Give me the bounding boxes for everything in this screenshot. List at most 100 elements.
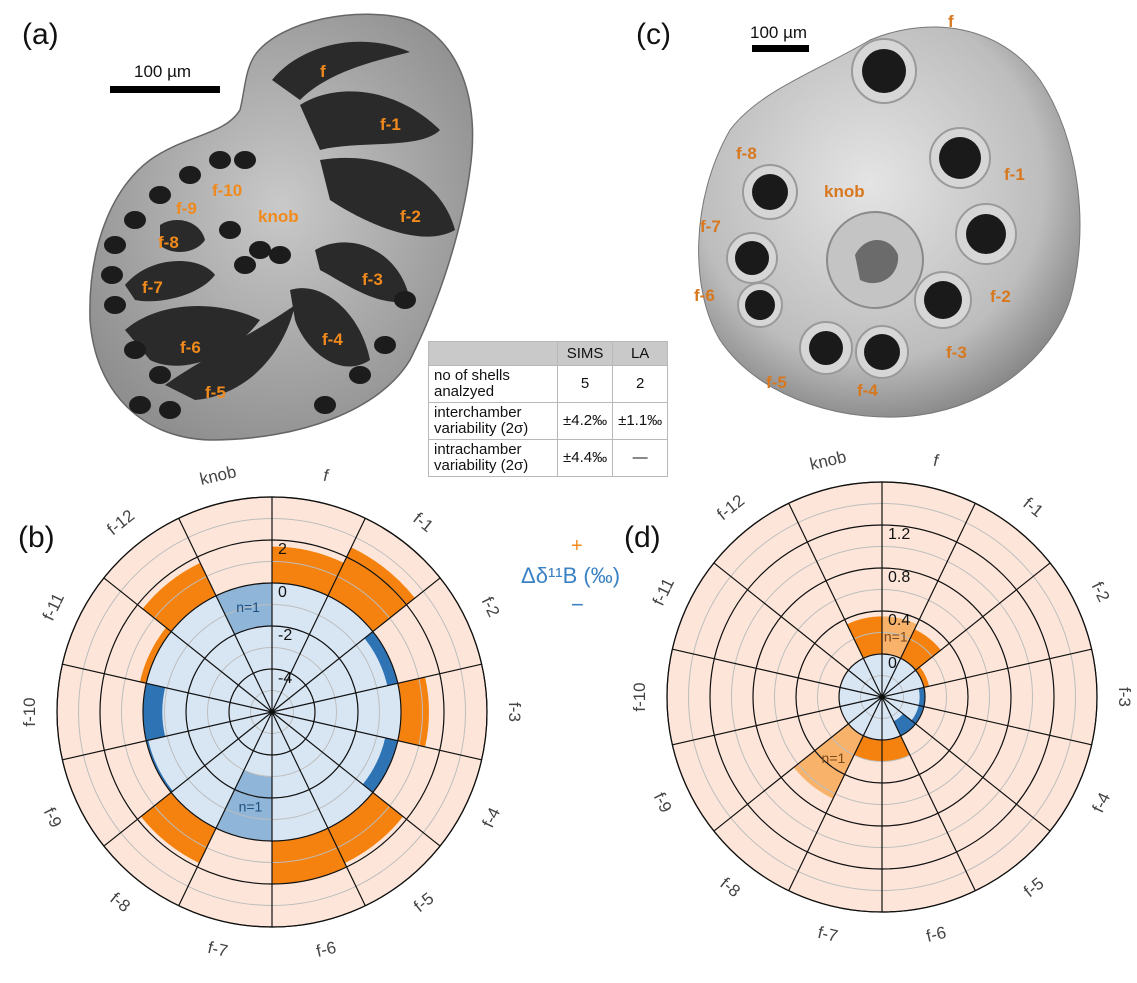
- spoke: [178, 518, 273, 713]
- bar-f-8: [793, 723, 864, 799]
- chamber-label: f-1: [380, 115, 401, 134]
- panel-label-c: (c): [636, 18, 671, 51]
- table-cell: 5: [556, 365, 614, 403]
- chamber-label: f-10: [212, 181, 242, 200]
- bar-f-6: [272, 828, 347, 884]
- sector-label: f-6: [314, 938, 338, 961]
- sector-label: f-4: [1089, 790, 1115, 816]
- sector-label: f-2: [1088, 579, 1114, 605]
- n1-annotation: n=1: [884, 629, 908, 645]
- panel-label-d: (d): [624, 521, 661, 554]
- spoke: [271, 663, 482, 713]
- table-row: no of shells analzyed 5 2: [428, 365, 669, 403]
- sector-label: f-10: [630, 682, 649, 711]
- sector-label: f-12: [103, 506, 138, 539]
- sector-label: f-9: [650, 790, 676, 816]
- chamber-label: knob: [258, 207, 299, 226]
- chamber-label: f-8: [736, 144, 757, 163]
- tick-label: 2: [278, 541, 287, 558]
- scale-bar-label-c: 100 µm: [750, 23, 807, 42]
- chamber-label: f-3: [362, 270, 383, 289]
- sector-label: f-8: [717, 874, 744, 901]
- chamber-labels-c: f f-1 f-2 f-3 f-4 f-5 f-6 f-7 f-8 knob: [694, 12, 1025, 400]
- spoke: [103, 711, 273, 847]
- table-header-row: SIMS LA: [428, 341, 669, 366]
- legend-minus: −: [571, 592, 584, 617]
- chamber-label: f-5: [205, 383, 226, 402]
- sector-label: f-5: [1020, 874, 1047, 901]
- sector-label: f-7: [206, 938, 230, 961]
- spoke: [62, 663, 273, 713]
- sector-label: f-3: [1115, 687, 1134, 707]
- spoke: [881, 696, 1092, 746]
- spoke: [881, 503, 976, 698]
- chamber-label: f-3: [946, 343, 967, 362]
- sector-label: f-8: [107, 889, 134, 916]
- spoke: [881, 648, 1092, 698]
- sector-label: f-10: [20, 697, 39, 726]
- bar-f-4: [911, 705, 924, 724]
- chamber-label: f-5: [766, 373, 787, 392]
- table-header: SIMS: [556, 341, 614, 366]
- spoke: [271, 711, 441, 847]
- bar-f-8: [140, 792, 217, 864]
- chamber-label: f-9: [176, 199, 197, 218]
- sector-label: knob: [808, 447, 848, 474]
- spoke: [713, 562, 883, 698]
- bar-f-2: [915, 666, 930, 688]
- table-cell: ±1.1‰: [612, 402, 669, 440]
- chamber-label: knob: [824, 182, 865, 201]
- panel-label-a: (a): [22, 18, 59, 51]
- chamber-labels-a: f f-1 f-2 f-3 f-4 f-5 f-6 f-7 f-8 f-9 f-…: [142, 62, 421, 402]
- bar-f-4: [362, 737, 398, 793]
- bar-f: [272, 546, 344, 596]
- table-cell: ±4.4‰: [556, 439, 614, 477]
- shell-sem-image: [698, 26, 1081, 418]
- bar-f: [882, 616, 917, 659]
- tick-label: -2: [278, 627, 292, 644]
- scale-bar-label-a: 100 µm: [134, 62, 191, 81]
- bar-f-5: [893, 713, 916, 736]
- spoke: [881, 696, 976, 891]
- sector-label: f-1: [410, 509, 437, 536]
- table-cell: interchamber variability (2σ): [428, 402, 558, 440]
- spoke: [881, 562, 1051, 698]
- bar-knob: [847, 616, 882, 659]
- chamber-label: f-4: [857, 381, 878, 400]
- n1-annotation: n=1: [236, 599, 260, 615]
- tick-label: 0.8: [888, 569, 910, 586]
- spoke: [881, 696, 1051, 832]
- spoke: [672, 648, 883, 698]
- chamber-label: f-2: [400, 207, 421, 226]
- legend-label: Δδ¹¹B (‰): [521, 563, 620, 588]
- tick-label: 0: [888, 655, 897, 672]
- sector-label: f-11: [39, 590, 68, 624]
- legend: + Δδ¹¹B (‰) −: [521, 535, 620, 617]
- table-cell: —: [612, 439, 669, 477]
- sector-label: f-2: [478, 594, 504, 620]
- chamber-label: f-4: [322, 330, 343, 349]
- bar-f-2: [364, 631, 398, 686]
- summary-table: SIMS LA no of shells analzyed 5 2 interc…: [428, 341, 669, 477]
- table-header: LA: [612, 341, 669, 366]
- chamber-label: f-2: [990, 287, 1011, 306]
- sector-label: f-9: [40, 805, 66, 831]
- chamber-label: f-7: [700, 217, 721, 236]
- spoke: [271, 711, 482, 761]
- chamber-label: f-7: [142, 278, 163, 297]
- spoke: [178, 711, 273, 906]
- table-cell: no of shells analzyed: [428, 365, 558, 403]
- spoke: [271, 518, 366, 713]
- bar-f-6: [882, 735, 910, 762]
- tick-label: 0: [278, 584, 287, 601]
- bar-f-12: [142, 562, 217, 632]
- tick-label: 0.4: [888, 612, 910, 629]
- bar-f-3: [918, 687, 925, 707]
- bar-f-5: [327, 792, 404, 864]
- n1-annotation: n=1: [239, 798, 263, 814]
- sector-label: f: [932, 451, 941, 471]
- sector-label: f-1: [1020, 494, 1047, 521]
- bar-f-10: [142, 683, 166, 741]
- bar-f-1: [327, 547, 415, 632]
